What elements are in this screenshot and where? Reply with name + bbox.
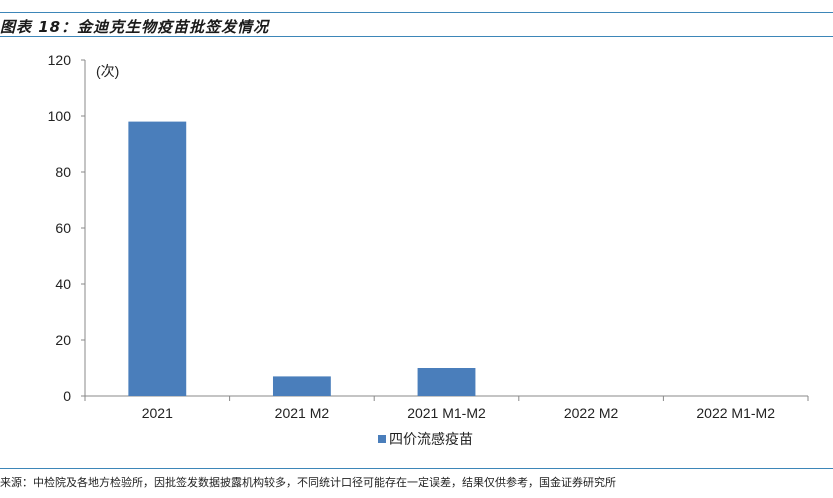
y-tick-label: 0 (63, 388, 71, 404)
title-underline (0, 36, 833, 37)
x-tick-label: 2021 M1-M2 (407, 405, 486, 421)
x-axis: 2021 2021 M2 2021 M1-M2 2022 M2 2022 M1-M2 (84, 395, 809, 421)
y-tick-label: 60 (55, 220, 71, 236)
source-note: 来源：中检院及各地方检验所，因批签发数据披露机构较多，不同统计口径可能存在一定误… (0, 476, 616, 489)
bar (128, 121, 187, 396)
y-tick-label: 100 (48, 108, 72, 124)
bottom-rule (0, 468, 833, 469)
bars (128, 121, 476, 396)
y-tick-label: 40 (55, 276, 71, 292)
legend-label: 四价流感疫苗 (389, 431, 473, 447)
figure-title: 图表 18：金迪克生物疫苗批签发情况 (0, 18, 270, 36)
y-tick-label: 120 (48, 52, 72, 68)
x-tick-label: 2021 M2 (275, 405, 330, 421)
x-tick-label: 2022 M2 (564, 405, 619, 421)
x-tick-label: 2022 M1-M2 (696, 405, 775, 421)
legend: 四价流感疫苗 (378, 431, 473, 447)
y-axis: 0 20 40 60 80 100 120 (48, 52, 86, 404)
top-rule (0, 12, 833, 13)
bar (272, 376, 331, 396)
x-tick-label: 2021 (142, 405, 173, 421)
y-axis-unit-label: (次) (96, 63, 119, 79)
y-tick-label: 80 (55, 164, 71, 180)
bar (417, 368, 476, 396)
y-tick-label: 20 (55, 332, 71, 348)
legend-swatch (378, 435, 386, 443)
